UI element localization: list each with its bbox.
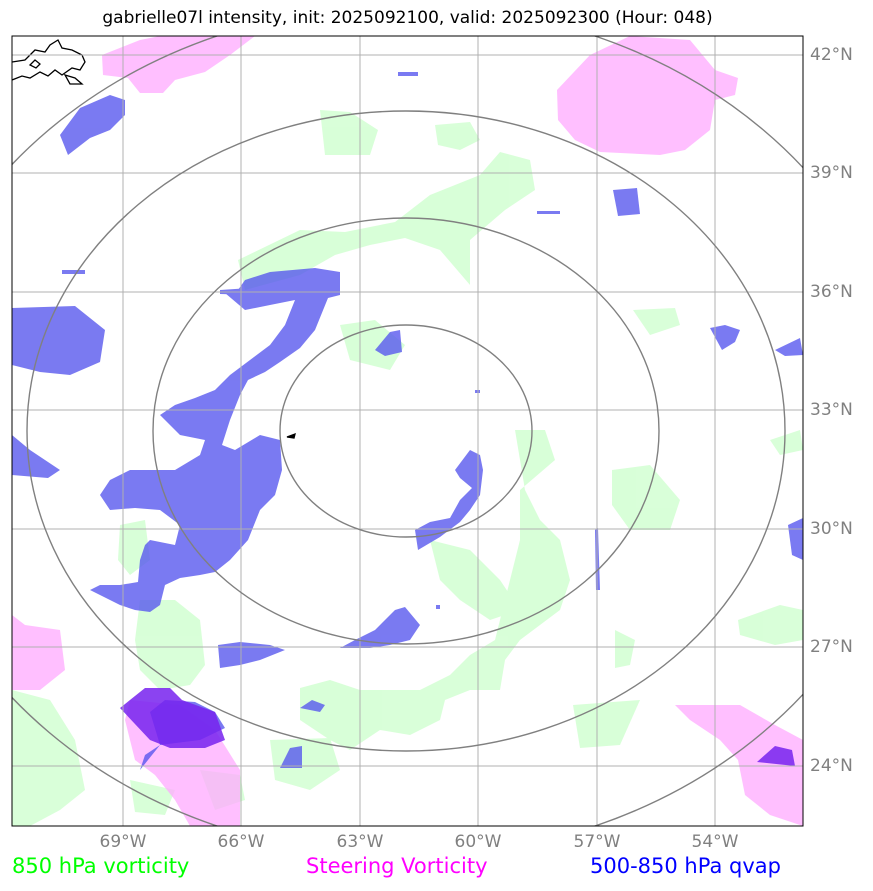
lat-label-24n: 24°N [810, 756, 853, 776]
range-rings [12, 36, 803, 826]
lon-label-66w: 66°W [217, 832, 265, 852]
range-ring-3 [26, 110, 786, 752]
coastline [12, 39, 296, 439]
lat-label-33n: 33°N [810, 400, 853, 420]
plot-frame [11, 35, 804, 827]
map-title: gabrielle07l intensity, init: 2025092100… [102, 8, 713, 28]
lat-label-30n: 30°N [810, 519, 853, 539]
range-ring-2 [152, 217, 660, 645]
qvap-fill [12, 72, 803, 770]
lon-label-57w: 57°W [573, 832, 621, 852]
lat-label-27n: 27°N [810, 637, 853, 657]
legend-steering-vorticity: Steering Vorticity [306, 854, 488, 878]
lon-label-69w: 69°W [99, 832, 147, 852]
legend-qvap: 500-850 hPa qvap [590, 854, 781, 878]
lon-label-63w: 63°W [336, 832, 384, 852]
lat-label-39n: 39°N [810, 163, 853, 183]
lon-label-60w: 60°W [454, 832, 502, 852]
lon-label-54w: 54°W [691, 832, 739, 852]
gridlines [12, 36, 803, 826]
lat-label-36n: 36°N [810, 282, 853, 302]
legend-850hpa-vorticity: 850 hPa vorticity [12, 854, 190, 878]
vorticity-850-fill [12, 110, 803, 826]
lat-label-42n: 42°N [810, 45, 853, 65]
qvap-strong-fill [120, 688, 795, 766]
range-ring-1 [279, 324, 533, 538]
